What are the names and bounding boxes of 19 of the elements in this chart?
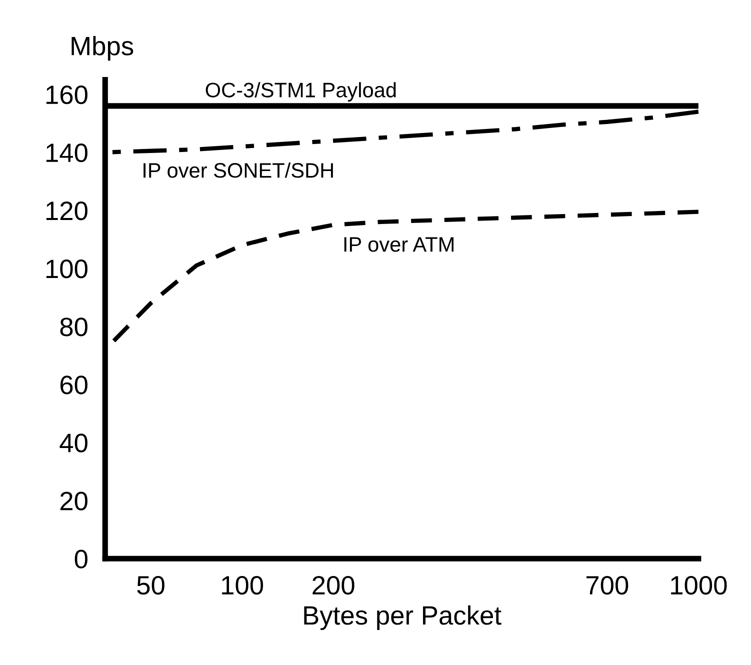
series-label: IP over SONET/SDH — [144, 162, 333, 178]
y-tick-label: 160 — [46, 85, 88, 104]
x-tick-label: 700 — [586, 576, 628, 595]
y-tick-label: 60 — [60, 376, 88, 394]
y-tick-label: 120 — [46, 202, 88, 220]
y-axis-title: Mbps — [72, 36, 134, 61]
ref-line-label: OC-3/STM1 Payload — [206, 82, 396, 102]
y-tick-label: 0 — [74, 550, 88, 568]
series-label: IP over ATM — [344, 237, 454, 252]
x-tick-label: 1000 — [671, 576, 727, 595]
x-axis-title: Bytes per Packet — [304, 605, 502, 630]
y-tick-label: 20 — [60, 492, 88, 510]
x-tick-label: 100 — [222, 576, 264, 595]
y-tick-label: 80 — [60, 318, 88, 336]
x-tick-label: 50 — [137, 576, 164, 595]
y-tick-label: 40 — [60, 434, 88, 452]
y-tick-label: 100 — [46, 260, 88, 278]
y-tick-label: 140 — [46, 143, 88, 162]
x-tick-label: 200 — [312, 576, 354, 595]
